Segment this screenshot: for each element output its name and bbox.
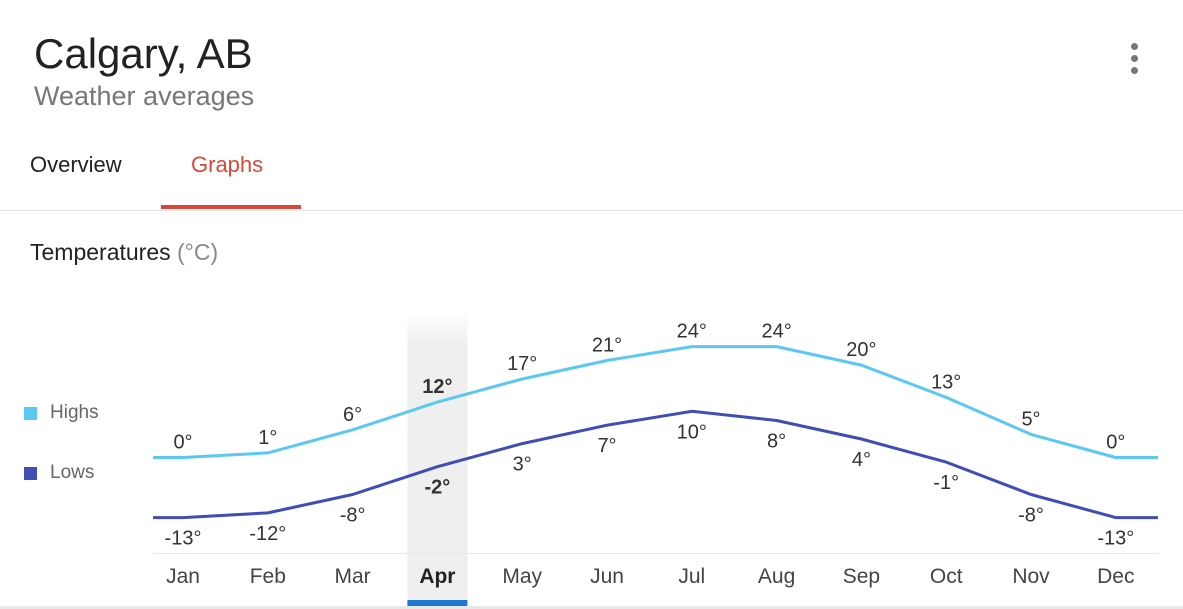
x-tick-label: Dec xyxy=(1097,565,1134,588)
more-vert-icon[interactable] xyxy=(1120,38,1148,78)
legend-swatch-lows xyxy=(24,466,37,480)
more-dot xyxy=(1130,66,1138,74)
tab-overview[interactable]: Overview xyxy=(30,152,122,177)
data-label-lows: -8° xyxy=(340,504,366,526)
header: Calgary, AB Weather averages xyxy=(34,30,254,112)
series-line-highs xyxy=(153,345,1158,459)
legend-lows: Lows xyxy=(24,462,94,484)
data-label-lows: -12° xyxy=(249,523,286,545)
data-label-highs: 20° xyxy=(846,339,876,361)
x-tick-label: Jan xyxy=(166,565,200,588)
section-unit: (°C) xyxy=(177,239,219,265)
more-dot xyxy=(1130,42,1138,50)
data-label-highs: 6° xyxy=(343,404,362,426)
series-line-lows xyxy=(153,409,1158,520)
data-label-lows: -8° xyxy=(1018,504,1044,526)
x-tick-label: Feb xyxy=(250,565,286,588)
tab-graphs[interactable]: Graphs xyxy=(191,152,264,177)
more-dot xyxy=(1130,54,1138,62)
x-tick-label: Jun xyxy=(590,565,624,588)
data-label-highs: 17° xyxy=(507,353,537,375)
selected-month-indicator xyxy=(407,600,468,606)
x-tick-label: Nov xyxy=(1012,565,1050,588)
legend-swatch-highs xyxy=(24,406,37,420)
section-title-text: Temperatures xyxy=(30,239,171,265)
data-label-lows: -13° xyxy=(1097,528,1134,550)
data-label-highs: 21° xyxy=(592,334,622,356)
x-tick-label: Apr xyxy=(419,565,455,588)
data-label-highs: 13° xyxy=(931,371,961,393)
x-tick-label: Jul xyxy=(678,565,705,588)
bottom-border xyxy=(0,606,1183,609)
data-label-lows: 3° xyxy=(513,454,532,476)
legend-label-highs: Highs xyxy=(50,402,99,423)
data-label-lows: 8° xyxy=(767,431,786,453)
x-tick-label: Sep xyxy=(843,565,880,588)
data-label-lows: 10° xyxy=(677,421,707,443)
data-label-lows: -13° xyxy=(165,528,202,550)
data-label-highs: 0° xyxy=(173,432,192,454)
data-label-highs: 12° xyxy=(422,376,452,398)
x-tick-label: May xyxy=(502,565,542,588)
location-subtitle: Weather averages xyxy=(34,81,255,111)
selected-month-highlight xyxy=(407,310,468,600)
data-label-lows: -1° xyxy=(933,472,959,494)
location-title: Calgary, AB xyxy=(34,30,253,77)
x-tick-label: Aug xyxy=(758,565,795,588)
data-label-highs: 24° xyxy=(761,321,791,343)
data-label-highs: 5° xyxy=(1021,408,1040,430)
x-tick-label: Oct xyxy=(930,565,963,588)
data-label-lows: -2° xyxy=(425,477,451,499)
data-label-highs: 1° xyxy=(258,427,277,449)
data-label-highs: 24° xyxy=(677,321,707,343)
data-label-lows: 4° xyxy=(852,449,871,471)
data-label-lows: 7° xyxy=(597,435,616,457)
divider xyxy=(0,210,1183,211)
legend-label-lows: Lows xyxy=(50,462,95,483)
active-tab-indicator xyxy=(161,205,301,209)
section-title: Temperatures (°C) xyxy=(30,239,218,266)
data-label-highs: 0° xyxy=(1106,432,1125,454)
legend-highs: Highs xyxy=(24,402,99,424)
x-tick-label: Mar xyxy=(335,565,371,588)
